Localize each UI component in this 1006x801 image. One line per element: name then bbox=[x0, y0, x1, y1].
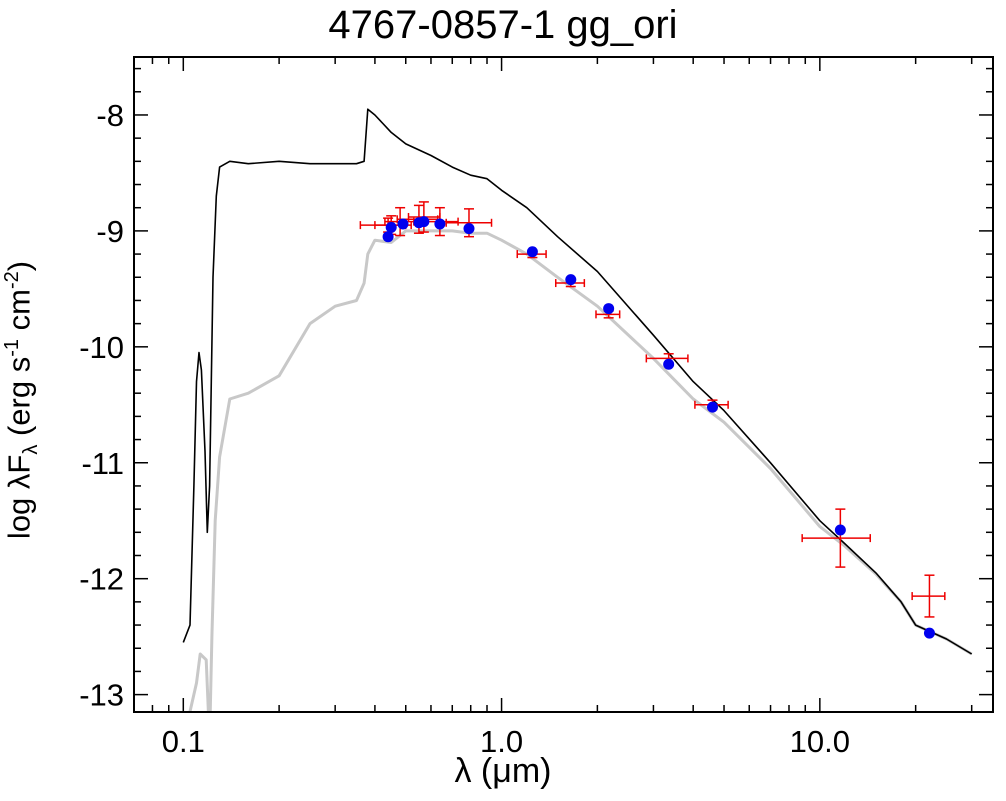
model-flux-point-10 bbox=[663, 358, 675, 370]
y-tick-label: -10 bbox=[79, 330, 124, 365]
model-flux-point-5 bbox=[434, 218, 446, 230]
y-axis-label-mid1: (erg s bbox=[1, 356, 37, 445]
x-tick-label: 1.0 bbox=[480, 724, 523, 759]
model-flux-point-13 bbox=[923, 627, 935, 639]
x-axis-label: λ (μm) bbox=[454, 752, 552, 790]
y-axis-label-mid2: cm bbox=[1, 289, 37, 339]
y-axis-label: log λFλ (erg s-1 cm-2) bbox=[1, 261, 43, 539]
y-tick-label: -12 bbox=[79, 562, 124, 597]
model-flux-point-0 bbox=[382, 231, 394, 243]
x-tick-label: 0.1 bbox=[162, 724, 205, 759]
y-tick-label: -9 bbox=[96, 214, 124, 249]
y-tick-label: -13 bbox=[79, 678, 124, 713]
y-axis-label-suffix: ) bbox=[1, 260, 37, 272]
model-line-reddened bbox=[188, 229, 973, 712]
model-flux-point-1 bbox=[385, 221, 397, 233]
model-flux-point-2 bbox=[397, 218, 409, 230]
y-axis-label-prefix: log λF bbox=[1, 454, 37, 540]
model-line-dereddened bbox=[182, 108, 973, 655]
model-flux-point-12 bbox=[834, 524, 846, 536]
observed-point-12 bbox=[801, 508, 871, 568]
series-layer bbox=[182, 108, 973, 712]
y-tick-label: -11 bbox=[81, 446, 124, 481]
model-flux-point-4 bbox=[418, 216, 430, 228]
y-axis-label-sub: λ bbox=[19, 444, 42, 455]
y-axis-label-sup2: -2 bbox=[1, 271, 24, 290]
model-flux-point-9 bbox=[603, 303, 615, 315]
model-flux-point-8 bbox=[565, 274, 577, 286]
chart-title: 4767-0857-1 gg_ori bbox=[328, 3, 678, 47]
model-flux-point-7 bbox=[526, 246, 538, 258]
observed-point-13 bbox=[911, 574, 946, 618]
y-tick-label: -8 bbox=[96, 98, 124, 133]
plot-frame bbox=[133, 56, 994, 713]
points-layer bbox=[359, 201, 946, 639]
model-flux-point-6 bbox=[463, 223, 475, 235]
y-axis-label-sup1: -1 bbox=[1, 338, 24, 357]
model-flux-point-11 bbox=[707, 401, 719, 413]
axis-ticks: 0.1 1.0 10.0 -8 -9 -10 -11 -12 -13 bbox=[79, 57, 993, 759]
x-tick-label: 10.0 bbox=[790, 724, 850, 759]
